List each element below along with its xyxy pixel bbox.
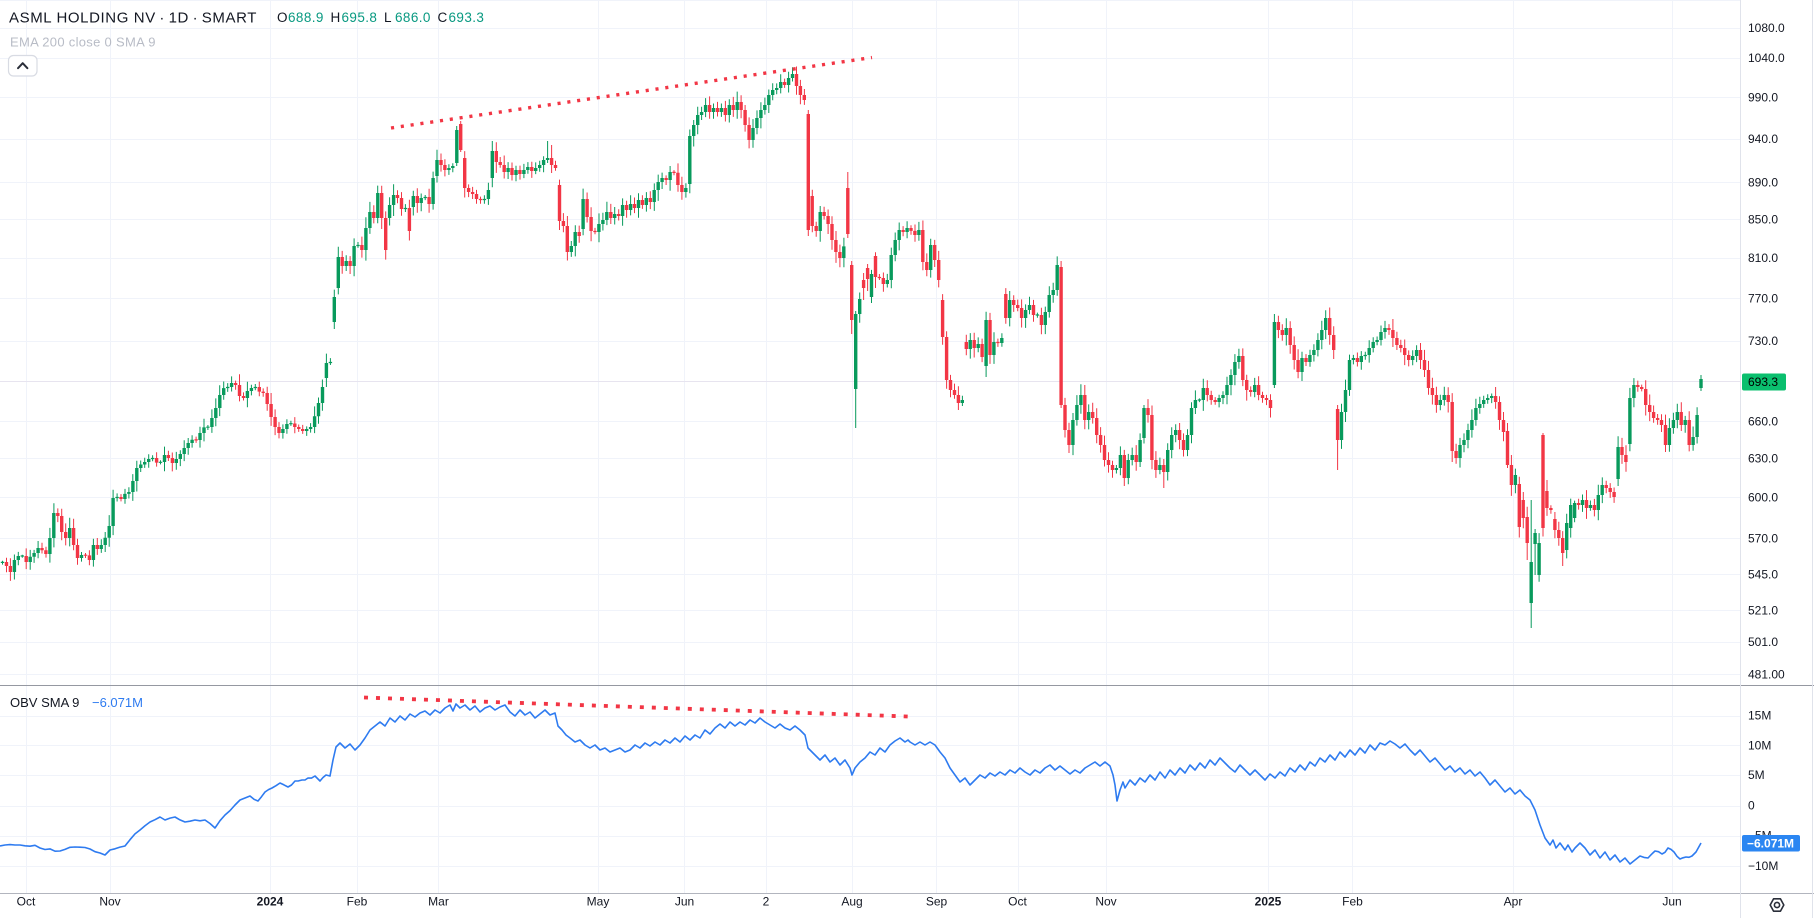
svg-text:Feb: Feb: [347, 895, 368, 909]
svg-text:770.0: 770.0: [1748, 291, 1778, 305]
svg-text:940.0: 940.0: [1748, 132, 1778, 146]
svg-text:1040.0: 1040.0: [1748, 51, 1785, 65]
svg-text:Jun: Jun: [1662, 895, 1681, 909]
svg-text:15M: 15M: [1748, 709, 1771, 723]
svg-text:695.8: 695.8: [342, 10, 378, 25]
svg-text:May: May: [587, 895, 610, 909]
svg-text:570.0: 570.0: [1748, 532, 1778, 546]
svg-text:−6.071M: −6.071M: [92, 695, 143, 710]
svg-text:C: C: [438, 10, 448, 25]
svg-text:1080.0: 1080.0: [1748, 21, 1785, 35]
svg-text:−10M: −10M: [1748, 859, 1778, 873]
svg-text:OBV SMA 9: OBV SMA 9: [10, 695, 79, 710]
svg-text:2024: 2024: [257, 895, 284, 909]
svg-text:Feb: Feb: [1342, 895, 1363, 909]
svg-text:Sep: Sep: [926, 895, 948, 909]
svg-text:0: 0: [1748, 799, 1755, 813]
svg-text:H: H: [331, 10, 341, 25]
svg-text:600.0: 600.0: [1748, 491, 1778, 505]
svg-text:10M: 10M: [1748, 738, 1771, 752]
svg-text:Oct: Oct: [1008, 895, 1027, 909]
svg-text:ASML HOLDING NV · 1D · SMART: ASML HOLDING NV · 1D · SMART: [9, 10, 257, 27]
svg-text:Jun: Jun: [675, 895, 694, 909]
svg-text:2025: 2025: [1255, 895, 1282, 909]
svg-text:Mar: Mar: [428, 895, 449, 909]
svg-text:Aug: Aug: [841, 895, 862, 909]
svg-text:990.0: 990.0: [1748, 91, 1778, 105]
svg-text:545.0: 545.0: [1748, 568, 1778, 582]
svg-text:693.3: 693.3: [1748, 375, 1778, 389]
svg-text:850.0: 850.0: [1748, 212, 1778, 226]
svg-text:EMA 200 close 0 SMA 9: EMA 200 close 0 SMA 9: [10, 35, 156, 50]
svg-text:Nov: Nov: [99, 895, 120, 909]
svg-text:693.3: 693.3: [449, 10, 485, 25]
svg-text:O: O: [277, 10, 288, 25]
svg-text:Apr: Apr: [1504, 895, 1523, 909]
svg-text:660.0: 660.0: [1748, 415, 1778, 429]
svg-text:Nov: Nov: [1095, 895, 1116, 909]
svg-text:688.9: 688.9: [288, 10, 324, 25]
svg-text:686.0: 686.0: [395, 10, 431, 25]
svg-text:2: 2: [763, 895, 770, 909]
svg-text:501.0: 501.0: [1748, 635, 1778, 649]
svg-text:730.0: 730.0: [1748, 334, 1778, 348]
svg-text:−6.071M: −6.071M: [1747, 837, 1794, 851]
svg-text:521.0: 521.0: [1748, 604, 1778, 618]
svg-text:Oct: Oct: [17, 895, 36, 909]
svg-text:481.00: 481.00: [1748, 667, 1785, 681]
svg-text:810.0: 810.0: [1748, 251, 1778, 265]
svg-text:5M: 5M: [1748, 768, 1765, 782]
svg-text:890.0: 890.0: [1748, 176, 1778, 190]
svg-text:630.0: 630.0: [1748, 452, 1778, 466]
svg-text:L: L: [384, 10, 392, 25]
